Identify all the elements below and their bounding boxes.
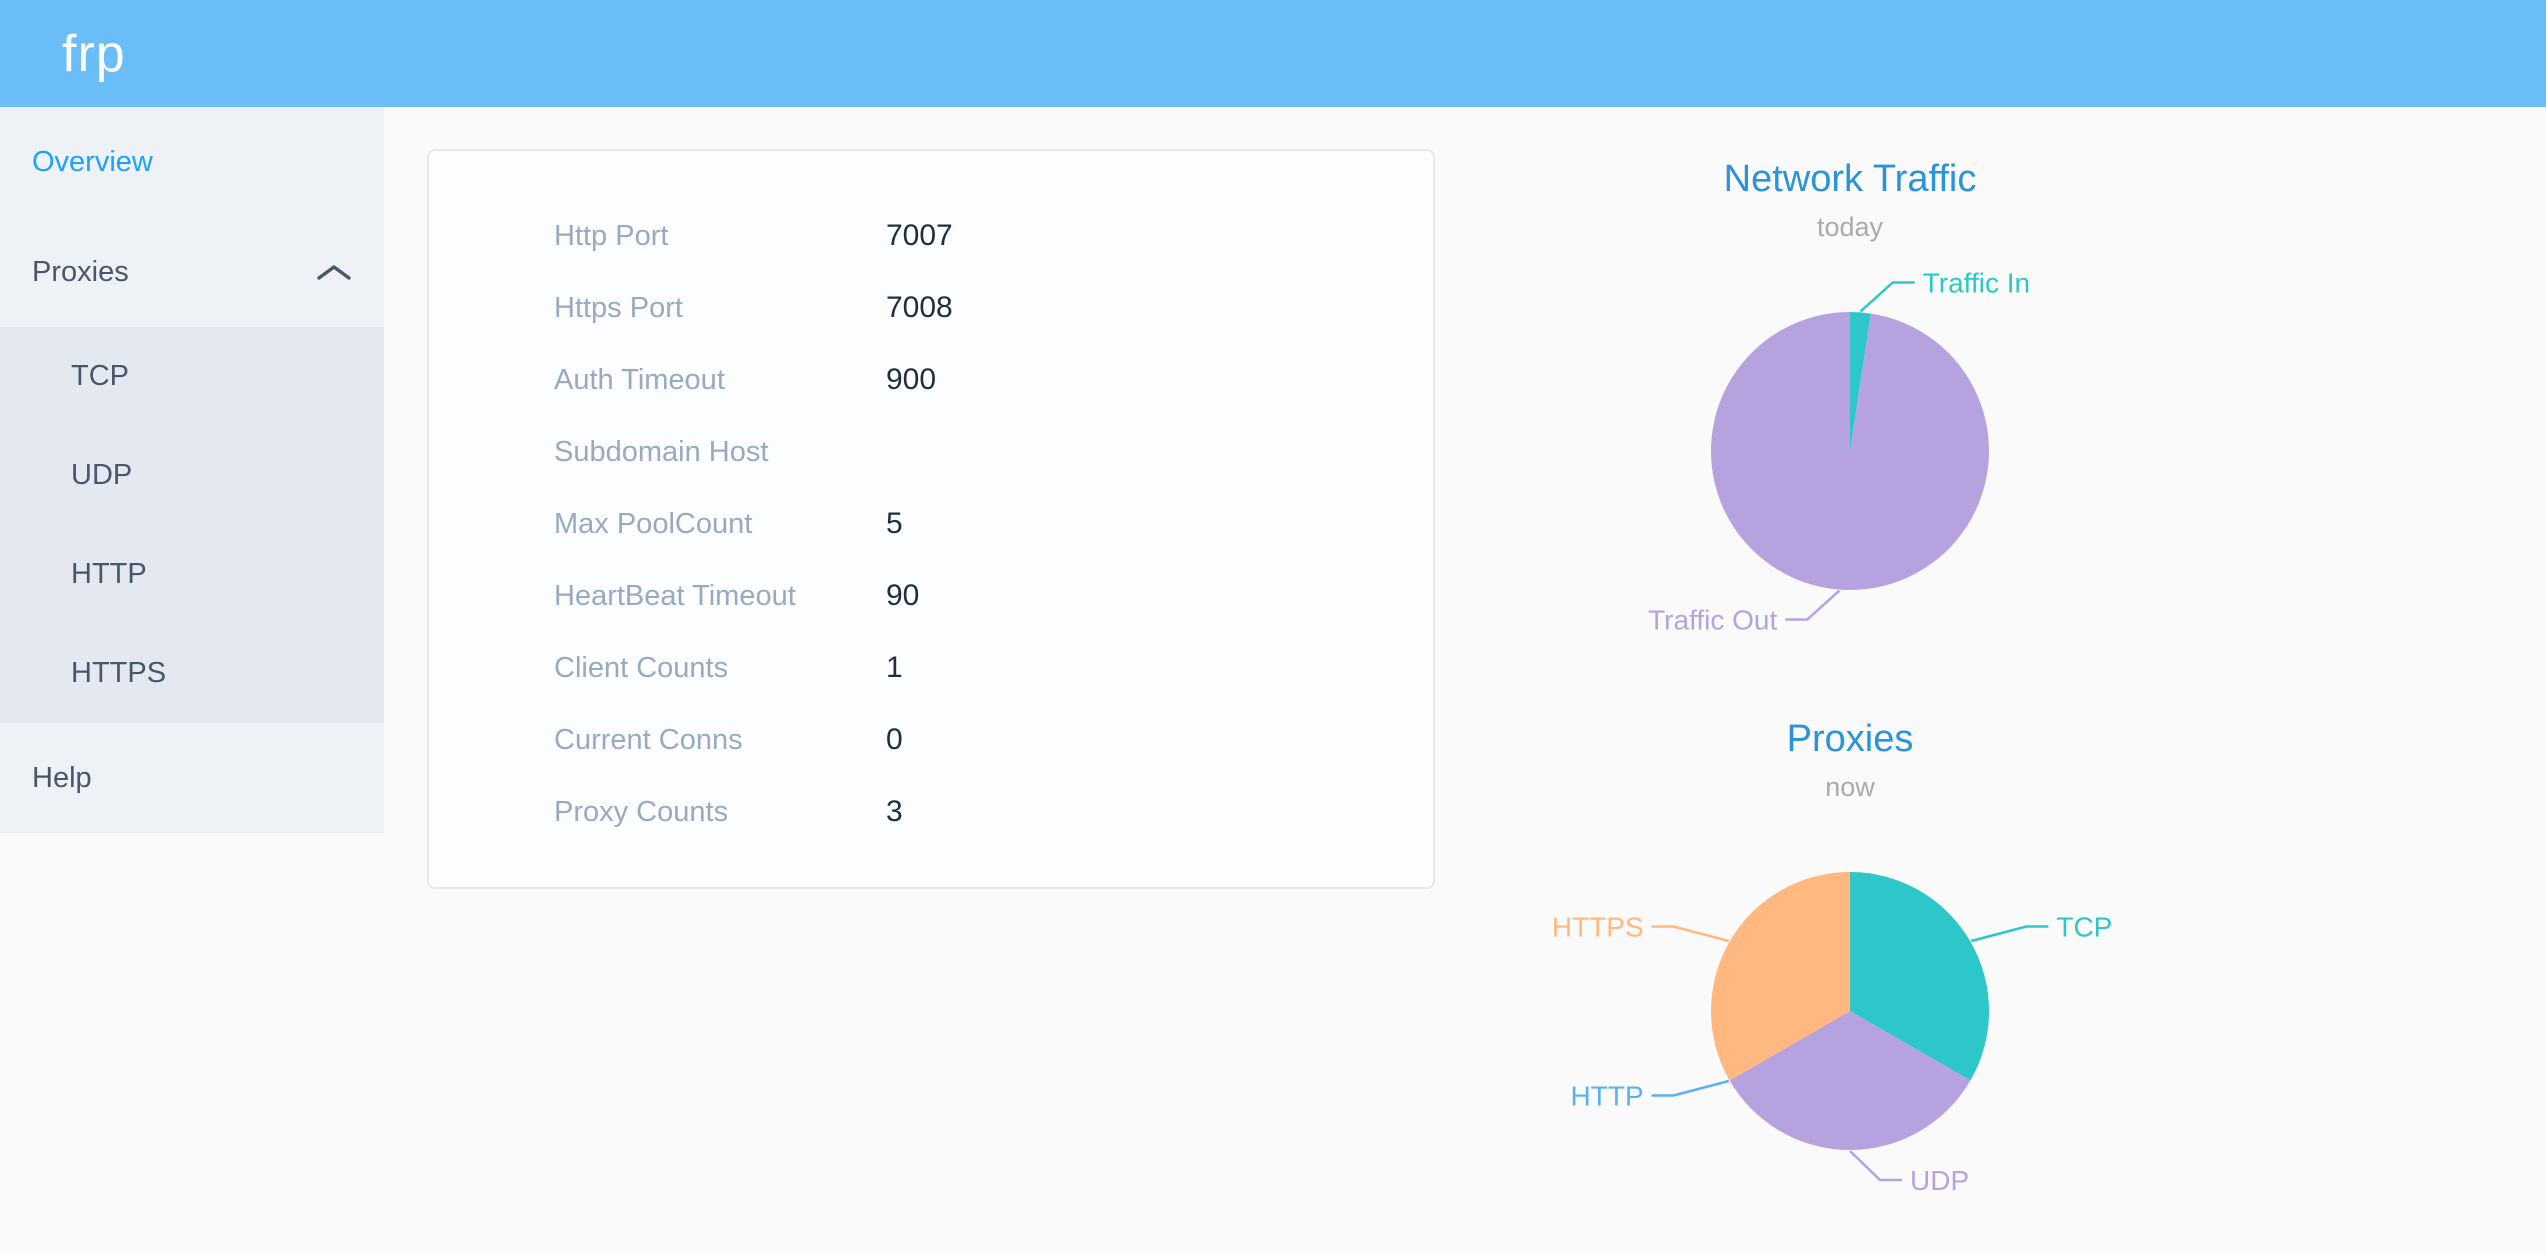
field-row-proxy-counts: Proxy Counts 3 (429, 776, 1433, 848)
field-value: 7007 (886, 219, 953, 252)
pie-label-traffic-in: Traffic In (1923, 267, 2030, 298)
pie-slice-traffic-in[interactable] (1850, 312, 1871, 451)
pie-slice-traffic-out[interactable] (1710, 312, 1989, 590)
pie-label-udp: UDP (1910, 1165, 1969, 1196)
field-row-current-conns: Current Conns 0 (429, 704, 1433, 776)
field-row-http-port: Http Port 7007 (429, 200, 1433, 272)
proxies-chart: Proxies now TCP UDP HTTP HTTPS (1552, 718, 2113, 1196)
pie-label-http: HTTP (1571, 1081, 1644, 1112)
field-label: Https Port (554, 291, 683, 324)
chevron-up-icon (317, 265, 351, 280)
sidebar-item-proxies[interactable]: Proxies (0, 217, 384, 327)
field-label: HeartBeat Timeout (554, 579, 796, 612)
pie-label-tcp: TCP (2056, 912, 2112, 943)
field-label: Auth Timeout (554, 363, 725, 396)
pie-label-https: HTTPS (1552, 912, 1644, 943)
field-row-client-counts: Client Counts 1 (429, 632, 1433, 704)
field-row-auth-timeout: Auth Timeout 900 (429, 344, 1433, 416)
pie-label-line-tcp (1970, 925, 2049, 943)
field-row-heartbeat-timeout: HeartBeat Timeout 90 (429, 560, 1433, 632)
sidebar-item-overview[interactable]: Overview (32, 146, 153, 178)
pie-label-line-traffic-out (1785, 589, 1841, 621)
pie-label-line-http (1651, 1079, 1730, 1097)
field-value: 90 (886, 579, 920, 612)
pie-label-line-traffic-in (1859, 281, 1915, 313)
chart-subtitle: now (1825, 772, 1875, 802)
sidebar-item-help[interactable]: Help (32, 762, 92, 794)
pie-slice-tcp[interactable] (1850, 872, 1990, 1081)
app-logo: frp (62, 24, 126, 83)
field-value: 1 (886, 651, 903, 684)
field-label: Subdomain Host (554, 435, 769, 468)
sidebar-item-https[interactable]: HTTPS (71, 657, 167, 689)
sidebar: Overview Proxies TCP UDP HTTP HTTPS Help (0, 107, 384, 889)
field-value: 3 (886, 795, 903, 828)
field-row-https-port: Https Port 7008 (429, 272, 1433, 344)
field-label: Proxy Counts (554, 795, 729, 828)
field-label: Client Counts (554, 651, 729, 684)
pie-slice-https[interactable] (1710, 872, 1850, 1081)
sidebar-item-proxies-label: Proxies (32, 256, 129, 288)
field-value: 5 (886, 507, 903, 540)
field-value: 900 (886, 363, 937, 396)
field-label: Max PoolCount (554, 507, 753, 540)
sidebar-item-udp[interactable]: UDP (71, 459, 133, 491)
pie-label-traffic-out: Traffic Out (1648, 605, 1777, 636)
chart-subtitle: today (1817, 212, 1884, 242)
chart-title: Network Traffic (1724, 158, 1977, 200)
field-label: Current Conns (554, 723, 743, 756)
sidebar-menu: Overview Proxies TCP UDP HTTP HTTPS Help (0, 107, 384, 833)
field-value: 0 (886, 723, 903, 756)
main-content: Http Port 7007 Https Port 7008 Auth Time… (384, 107, 2546, 889)
chart-title: Proxies (1787, 718, 1914, 760)
app-header: frp (0, 0, 2546, 107)
server-info-card: Http Port 7007 Https Port 7008 Auth Time… (427, 149, 1435, 889)
pie-label-line-https (1651, 925, 1730, 943)
pie-label-line-udp (1849, 1150, 1902, 1182)
pie-slice-udp[interactable] (1729, 1011, 1971, 1151)
network-traffic-chart: Network Traffic today Traffic In Traffic Ou… (1648, 158, 2030, 636)
sidebar-item-http[interactable]: HTTP (71, 558, 147, 590)
sidebar-item-tcp[interactable]: TCP (71, 360, 129, 392)
field-value: 7008 (886, 291, 953, 324)
field-label: Http Port (554, 219, 669, 252)
sidebar-submenu-proxies: TCP UDP HTTP HTTPS (0, 327, 384, 723)
field-row-subdomain-host: Subdomain Host (429, 416, 1433, 488)
field-row-max-poolcount: Max PoolCount 5 (429, 488, 1433, 560)
